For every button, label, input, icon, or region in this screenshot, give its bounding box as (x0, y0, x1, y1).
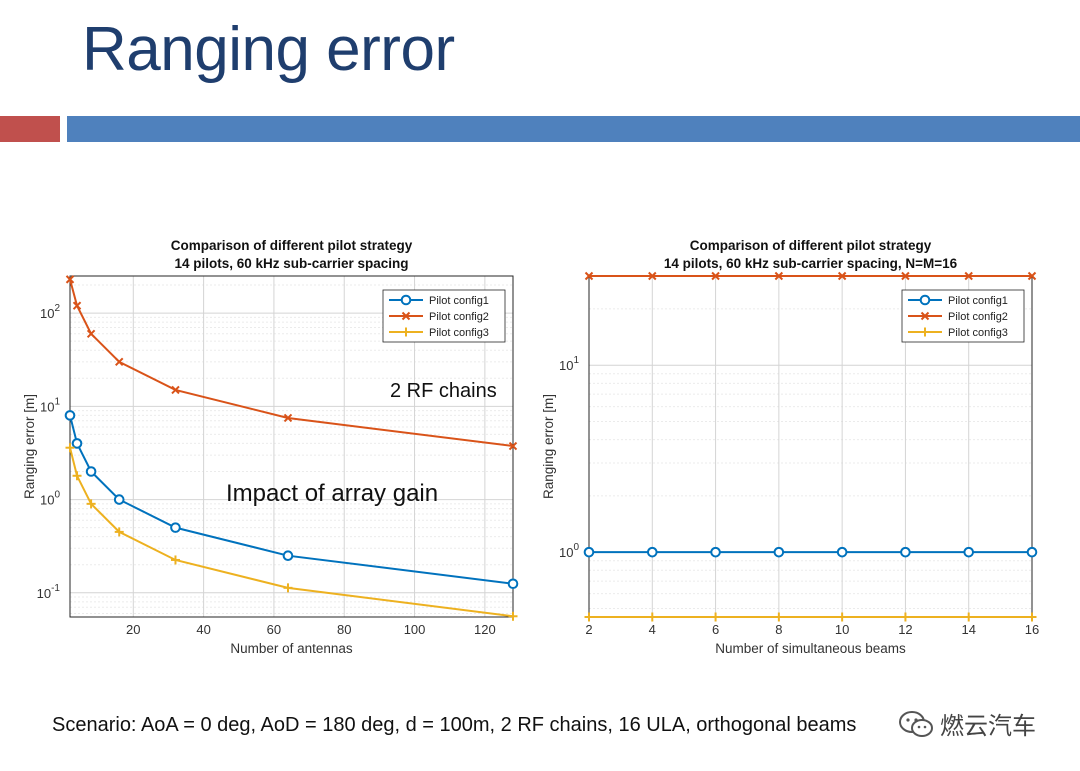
data-point (1027, 612, 1037, 622)
x-tick-label: 10 (835, 622, 849, 637)
x-axis-label: Number of antennas (230, 641, 353, 656)
x-tick-label: 120 (474, 622, 496, 637)
data-point (282, 550, 294, 561)
chart-title: Comparison of different pilot strategy (690, 238, 932, 253)
x-tick-label: 100 (404, 622, 426, 637)
legend-label: Pilot config2 (429, 311, 489, 323)
legend-marker (920, 311, 930, 321)
data-point (773, 546, 785, 558)
data-point (72, 301, 82, 310)
y-axis-label: Ranging error [m] (541, 394, 556, 499)
data-point (65, 275, 75, 284)
data-point (647, 612, 657, 622)
legend-label: Pilot config3 (429, 327, 489, 339)
data-point (710, 546, 721, 558)
x-tick-label: 2 (585, 622, 592, 637)
chart-beams: 100 101 2 4 6 8 10 12 14 16 Comparison of differen… (535, 235, 1045, 665)
legend-marker (400, 294, 412, 306)
data-point (964, 612, 974, 622)
data-point (508, 611, 518, 621)
data-point (86, 329, 96, 338)
data-point (901, 271, 910, 281)
watermark-text: 燃云汽车 (940, 712, 1036, 740)
data-point (963, 546, 975, 558)
data-point (283, 413, 293, 423)
legend-label: Pilot config1 (948, 295, 1008, 307)
data-point (648, 271, 657, 281)
data-point (283, 583, 293, 593)
title-accent-bar-red (0, 116, 60, 142)
data-point (774, 271, 784, 281)
x-axis-label: Number of simultaneous beams (715, 641, 906, 656)
x-tick-label: 4 (649, 622, 656, 637)
data-point (837, 271, 847, 281)
x-tick-label: 8 (775, 622, 782, 637)
data-point (964, 271, 973, 281)
chart-annotation: Impact of array gain (226, 480, 438, 507)
legend-marker (401, 311, 411, 321)
title-accent-bar-blue (67, 116, 1080, 142)
data-point (115, 357, 124, 367)
data-point (1026, 546, 1038, 558)
data-point (86, 499, 96, 509)
chart-antennas: 10-1 100 101 102 20 40 60 80 100 120 Comparison of… (10, 235, 530, 665)
chart-title: Comparison of different pilot strategy (171, 238, 413, 253)
x-tick-label: 80 (337, 622, 351, 637)
y-tick-label: 101 (559, 355, 579, 373)
data-point (583, 546, 595, 558)
y-tick-label: 100 (559, 542, 579, 560)
chart-annotation: 2 RF chains (390, 380, 497, 402)
chart-antennas-svg: 10-1 100 101 102 20 40 60 80 100 120 Comparison of… (22, 238, 519, 656)
data-point (774, 612, 784, 622)
data-point (646, 546, 658, 558)
data-point (113, 494, 125, 505)
legend-marker (919, 294, 931, 306)
data-point (85, 466, 97, 477)
legend-label: Pilot config3 (948, 327, 1008, 339)
x-tick-label: 6 (712, 622, 719, 637)
x-tick-label: 12 (898, 622, 912, 637)
chart-subtitle: 14 pilots, 60 kHz sub-carrier spacing (174, 256, 408, 271)
x-tick-label: 16 (1025, 622, 1039, 637)
data-point (836, 546, 848, 558)
scenario-caption: Scenario: AoA = 0 deg, AoD = 180 deg, d … (52, 714, 857, 736)
data-point (508, 441, 518, 451)
data-point (584, 271, 594, 281)
legend-marker (920, 327, 930, 337)
x-tick-label: 40 (196, 622, 210, 637)
data-point (900, 546, 911, 558)
legend-marker (401, 327, 411, 337)
data-point (71, 438, 83, 449)
y-axis-label: Ranging error [m] (22, 394, 37, 499)
x-tick-label: 14 (961, 622, 975, 637)
chart-subtitle: 14 pilots, 60 kHz sub-carrier spacing, N… (664, 256, 958, 271)
wechat-icon (899, 710, 933, 737)
legend-label: Pilot config1 (429, 295, 489, 307)
data-point (837, 612, 847, 622)
data-point (711, 612, 721, 622)
legend-label: Pilot config2 (948, 311, 1008, 323)
page-title: Ranging error (82, 15, 455, 84)
data-point (170, 522, 181, 533)
data-point (900, 612, 910, 622)
data-point (72, 471, 82, 481)
data-point (65, 443, 75, 453)
y-tick-label: 10-1 (37, 583, 61, 601)
data-point (1027, 271, 1037, 281)
data-point (171, 385, 180, 395)
data-point (507, 578, 519, 590)
data-point (64, 410, 76, 421)
y-tick-label: 100 (40, 490, 60, 508)
data-point (170, 555, 180, 565)
x-tick-label: 60 (267, 622, 281, 637)
y-tick-label: 101 (40, 396, 60, 414)
y-tick-label: 102 (40, 303, 60, 321)
data-point (114, 527, 124, 537)
data-point (711, 271, 720, 281)
x-tick-label: 20 (126, 622, 140, 637)
data-point (584, 612, 594, 622)
watermark: 燃云汽车 (898, 706, 1036, 741)
